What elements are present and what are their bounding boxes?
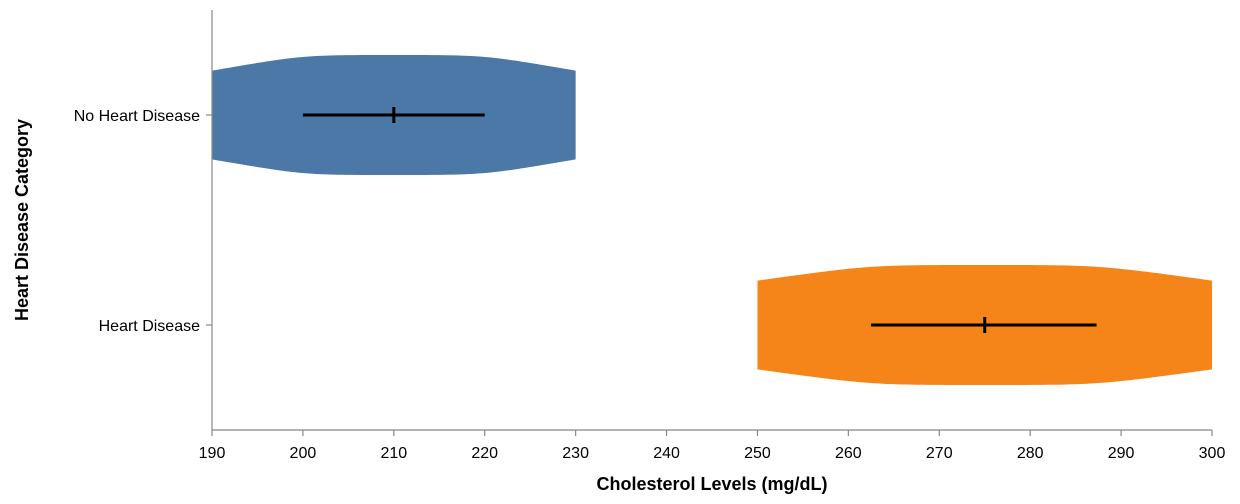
error-bar-group: [302, 107, 1097, 333]
y-tick-label: Heart Disease: [99, 318, 200, 335]
x-tick-label: 220: [471, 445, 498, 462]
violin-group: [212, 55, 1212, 385]
x-tick-label: 200: [290, 445, 317, 462]
x-axis-ticks: 190 200 210 220 230 240 250 260 270 280 290 300: [199, 430, 1226, 462]
y-axis-ticks: No Heart Disease Heart Disease: [74, 108, 212, 335]
x-tick-label: 210: [380, 445, 407, 462]
x-tick-label: 250: [744, 445, 771, 462]
x-tick-label: 290: [1108, 445, 1135, 462]
x-axis-title: Cholesterol Levels (mg/dL): [596, 474, 827, 494]
x-tick-label: 190: [199, 445, 226, 462]
y-tick-label: No Heart Disease: [74, 108, 200, 125]
x-tick-label: 280: [1017, 445, 1044, 462]
x-tick-label: 240: [653, 445, 680, 462]
x-tick-label: 300: [1199, 445, 1226, 462]
y-axis-title: Heart Disease Category: [12, 119, 32, 321]
x-tick-label: 270: [926, 445, 953, 462]
x-tick-label: 230: [562, 445, 589, 462]
x-tick-label: 260: [835, 445, 862, 462]
